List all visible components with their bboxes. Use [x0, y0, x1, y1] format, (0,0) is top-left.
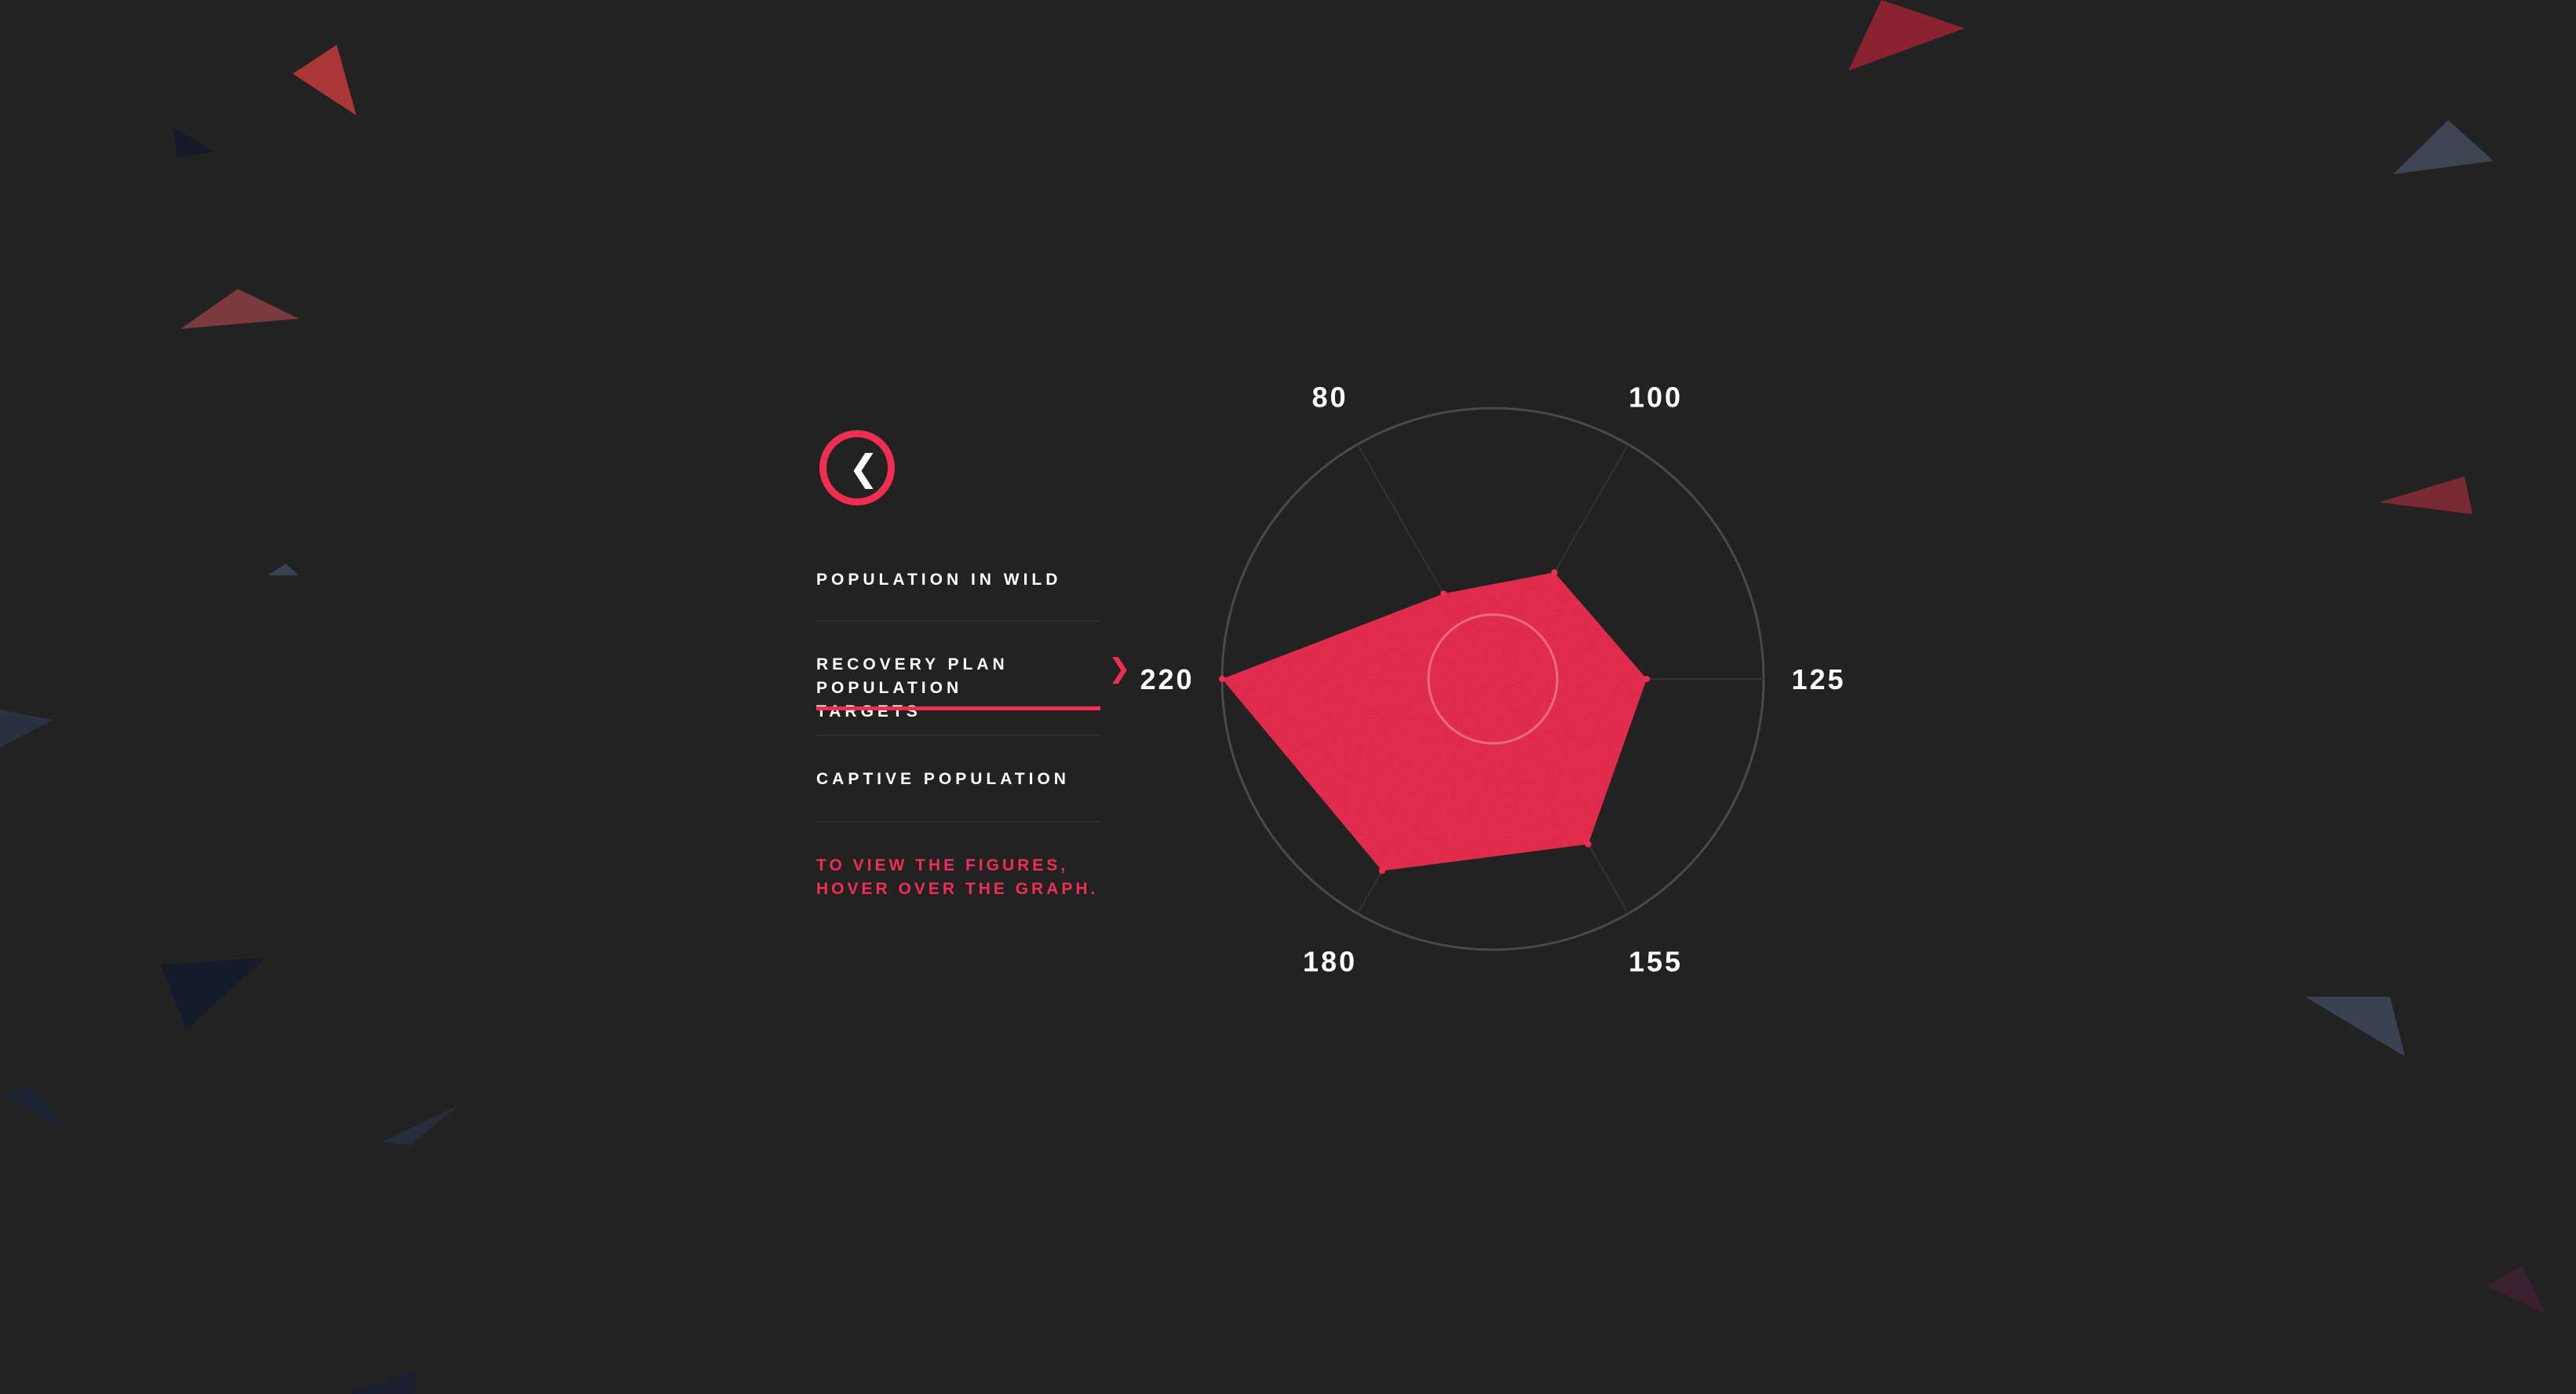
chevron-right-icon: ❯	[1108, 654, 1131, 684]
divider	[816, 821, 1100, 823]
polygon-texture	[1222, 572, 1647, 871]
triangle-decoration	[2305, 997, 2405, 1056]
triangle-decoration	[181, 289, 299, 329]
axis-label: 155	[1629, 945, 1683, 977]
triangle-decoration	[161, 958, 266, 1030]
triangle-decoration	[2393, 120, 2494, 174]
axis-label: 180	[1303, 945, 1357, 977]
menu-item-captive-population[interactable]: CAPTIVE POPULATION	[816, 770, 1070, 788]
triangle-decoration	[2379, 476, 2472, 514]
data-point-180[interactable]	[1378, 867, 1385, 874]
triangle-decoration	[2487, 1265, 2546, 1314]
data-point-80[interactable]	[1440, 590, 1447, 597]
chevron-left-icon: ❮	[848, 447, 879, 488]
inner-ring	[1427, 613, 1559, 745]
triangle-decoration	[345, 1369, 419, 1394]
data-point-155[interactable]	[1585, 841, 1592, 848]
divider	[816, 735, 1100, 736]
data-point-100[interactable]	[1551, 569, 1558, 576]
axis-label: 80	[1312, 381, 1348, 414]
back-button[interactable]: ❮	[819, 430, 895, 505]
data-point-125[interactable]	[1644, 676, 1651, 682]
axis-label: 125	[1791, 663, 1845, 695]
menu-item-population-in-wild[interactable]: POPULATION IN WILD	[816, 571, 1062, 589]
triangle-decoration	[381, 1104, 460, 1145]
axis-label: 220	[1140, 663, 1194, 695]
divider	[816, 620, 1100, 622]
active-underline	[816, 706, 1100, 710]
hover-hint: TO VIEW THE FIGURES, HOVER OVER THE GRAP…	[816, 856, 1099, 898]
triangle-decoration	[268, 564, 299, 575]
triangle-decoration	[173, 126, 213, 158]
data-point-220[interactable]	[1219, 676, 1225, 682]
triangle-decoration	[293, 45, 356, 115]
triangle-decoration	[1848, 0, 1965, 71]
triangle-decoration	[0, 710, 53, 747]
triangle-decoration	[5, 1084, 66, 1130]
axis-label: 100	[1629, 381, 1683, 414]
